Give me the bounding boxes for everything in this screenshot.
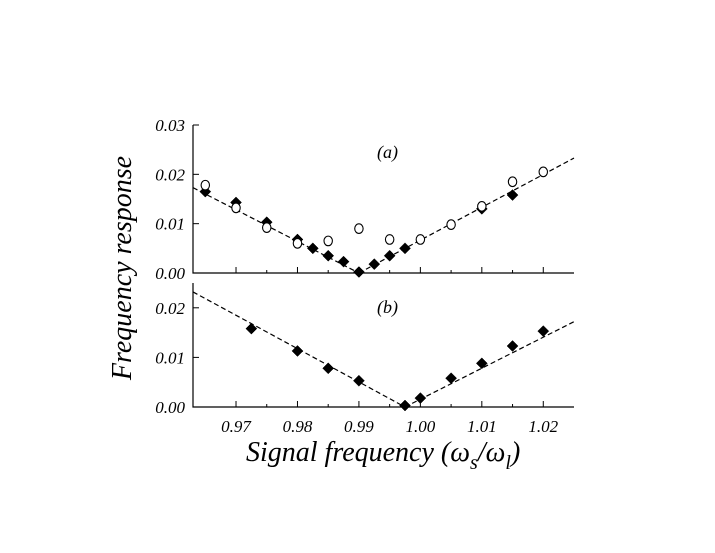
y-tick-label: 0.00 [155, 398, 185, 417]
filled-diamond-point [368, 258, 381, 270]
fit-line [404, 321, 575, 408]
filled-diamond-point [506, 189, 519, 201]
y-tick-label: 0.01 [155, 215, 185, 234]
x-axis-sub-s: s [470, 452, 478, 474]
panel-a-fit-lines [192, 157, 575, 274]
filled-diamond-point [353, 266, 365, 278]
open-circle-point [261, 222, 272, 233]
x-axis-omega-s: ω [450, 437, 470, 468]
filled-diamond-point [399, 242, 411, 255]
panel-b-y-ticks: 0.00 0.01 0.02 [155, 299, 199, 417]
x-axis-sub-l: l [505, 452, 511, 474]
x-axis-title: Signal frequency (ωs/ωl) [246, 437, 520, 474]
filled-diamond-point [306, 242, 319, 255]
panel-b-points [245, 322, 550, 412]
open-circle-point [323, 235, 333, 247]
open-circle-point [354, 223, 364, 234]
panel-b-label: (b) [377, 297, 398, 318]
y-tick-label: 0.02 [155, 299, 185, 318]
fit-line [358, 157, 575, 274]
x-axis-title-main: Signal frequency ( [246, 437, 452, 468]
filled-diamond-point [399, 399, 411, 412]
x-tick-label: 0.98 [283, 417, 313, 436]
fit-line [192, 187, 360, 274]
y-tick-label: 0.03 [155, 116, 185, 135]
open-circle-point [384, 234, 395, 245]
y-tick-label: 0.02 [155, 165, 185, 184]
panel-a-y-ticks: 0.00 0.01 0.02 0.03 [155, 116, 199, 283]
filled-diamond-point [353, 374, 365, 387]
open-circle-point [231, 202, 241, 214]
open-circle-point [446, 219, 456, 231]
x-tick-label: 1.00 [405, 417, 435, 436]
filled-diamond-point [383, 249, 396, 262]
open-circle-point [507, 176, 518, 188]
y-axis-title: Frequency response [107, 156, 138, 381]
panel-a: 0.00 0.01 0.02 0.03 (a) [155, 116, 575, 283]
filled-diamond-point [322, 362, 335, 375]
filled-diamond-point [322, 249, 335, 262]
filled-diamond-point [337, 255, 350, 268]
open-circle-point [538, 166, 549, 178]
x-axis-omega-l: ω [486, 437, 506, 468]
panel-a-label: (a) [377, 142, 398, 163]
filled-diamond-point [475, 357, 488, 370]
filled-diamond-point [245, 322, 258, 335]
x-axis-close: ) [509, 437, 520, 468]
filled-diamond-point [291, 345, 304, 357]
y-tick-label: 0.01 [155, 348, 185, 367]
open-circle-point [292, 238, 303, 249]
x-axis-slash: / [476, 437, 488, 468]
x-tick-label: 0.99 [344, 417, 374, 436]
y-tick-label: 0.00 [155, 264, 185, 283]
filled-diamond-point [537, 325, 550, 337]
panel-b: 0.00 0.01 0.02 0.97 0.98 0.99 1.00 1.01 1.02 (b… [155, 283, 575, 436]
open-circle-point [477, 201, 487, 212]
filled-diamond-point [414, 392, 427, 404]
panel-a-points [199, 166, 549, 278]
filled-diamond-point [506, 340, 519, 352]
panel-b-x-ticks: 0.97 0.98 0.99 1.00 1.01 1.02 [221, 401, 559, 436]
filled-diamond-point [445, 372, 457, 385]
x-tick-label: 1.02 [528, 417, 558, 436]
open-circle-point [415, 234, 426, 245]
x-tick-label: 1.01 [467, 417, 497, 436]
open-circle-point [200, 179, 211, 191]
panel-a-x-ticks [235, 267, 544, 273]
x-tick-label: 0.97 [221, 417, 252, 436]
